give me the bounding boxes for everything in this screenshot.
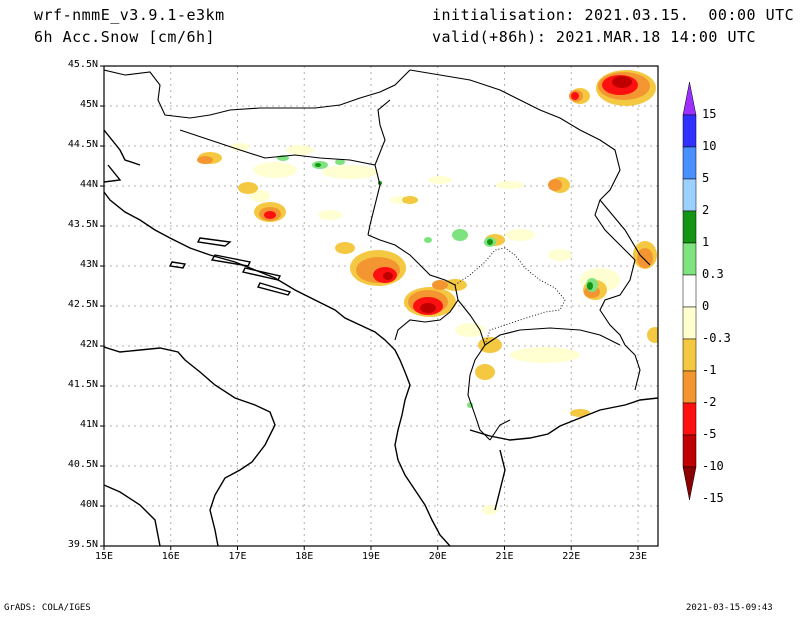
lat-tick-label: 40N xyxy=(79,499,98,510)
lat-tick-label: 41N xyxy=(79,419,98,430)
colorbar-swatch xyxy=(682,210,697,244)
lon-tick-label: 15E xyxy=(94,551,114,562)
model-title: wrf-nmmE_v3.9.1-e3km xyxy=(34,6,225,24)
colorbar-label: 0.3 xyxy=(702,267,724,281)
valid-time: valid(+86h): 2021.MAR.18 14:00 UTC xyxy=(432,28,757,46)
colorbar-label: 5 xyxy=(702,171,710,185)
lat-tick-label: 43N xyxy=(79,259,98,270)
lat-tick-label: 45.5N xyxy=(67,59,98,70)
lat-tick-label: 45N xyxy=(79,99,98,110)
axis-ticks xyxy=(100,65,639,550)
colorbar-swatch xyxy=(682,274,697,308)
init-time: initialisation: 2021.03.15. 00:00 UTC xyxy=(432,6,795,24)
colorbar-label: -0.3 xyxy=(702,331,731,345)
colorbar-label: 2 xyxy=(702,203,710,217)
colorbar-swatch xyxy=(682,114,697,148)
snow-light xyxy=(230,143,620,515)
colorbar-swatch xyxy=(682,370,697,404)
lat-tick-label: 44N xyxy=(79,179,98,190)
lat-tick-label: 39.5N xyxy=(67,539,98,550)
lat-tick-label: 40.5N xyxy=(67,459,98,470)
lon-tick-label: 22E xyxy=(562,551,581,562)
lon-tick-label: 17E xyxy=(228,551,247,562)
borders xyxy=(104,69,651,441)
lon-tick-label: 20E xyxy=(428,551,447,562)
colorbar-label: -10 xyxy=(702,459,724,473)
map-grid xyxy=(104,66,658,546)
lon-tick-label: 18E xyxy=(295,551,314,562)
colorbar-swatch xyxy=(682,242,697,276)
colorbar-swatch xyxy=(682,434,697,468)
lon-tick-label: 19E xyxy=(361,551,381,562)
lat-tick-label: 41.5N xyxy=(67,379,98,390)
colorbar-swatch xyxy=(682,178,697,212)
colorbar-label: 1 xyxy=(702,235,710,249)
colorbar-top-arrow xyxy=(682,81,697,116)
colorbar-label: 10 xyxy=(702,139,717,153)
colorbar-label: -2 xyxy=(702,395,717,409)
lon-tick-label: 16E xyxy=(161,551,180,562)
colorbar-label: 0 xyxy=(702,299,710,313)
colorbar xyxy=(682,81,697,501)
variable-title: 6h Acc.Snow [cm/6h] xyxy=(34,28,216,46)
colorbar-swatch xyxy=(682,338,697,372)
render-timestamp: 2021-03-15-09:43 xyxy=(686,603,773,613)
colorbar-label: -5 xyxy=(702,427,717,441)
lat-tick-label: 42.5N xyxy=(67,299,98,310)
colorbar-label: 15 xyxy=(702,107,717,121)
colorbar-swatch xyxy=(682,146,697,180)
lon-tick-label: 21E xyxy=(495,551,514,562)
software-credit: GrADS: COLA/IGES xyxy=(4,603,91,613)
lat-tick-label: 44.5N xyxy=(67,139,98,150)
colorbar-label: -1 xyxy=(702,363,717,377)
snow-1cm xyxy=(198,70,658,417)
lon-tick-label: 23E xyxy=(628,551,647,562)
colorbar-swatch xyxy=(682,402,697,436)
lat-tick-label: 43.5N xyxy=(67,219,98,230)
colorbar-bottom-arrow xyxy=(682,466,697,501)
coastlines xyxy=(104,129,658,546)
colorbar-label: -15 xyxy=(702,491,724,505)
snow-field xyxy=(197,70,658,515)
snow-10cm xyxy=(383,76,632,313)
lat-tick-label: 42N xyxy=(79,339,98,350)
colorbar-swatch xyxy=(682,306,697,340)
